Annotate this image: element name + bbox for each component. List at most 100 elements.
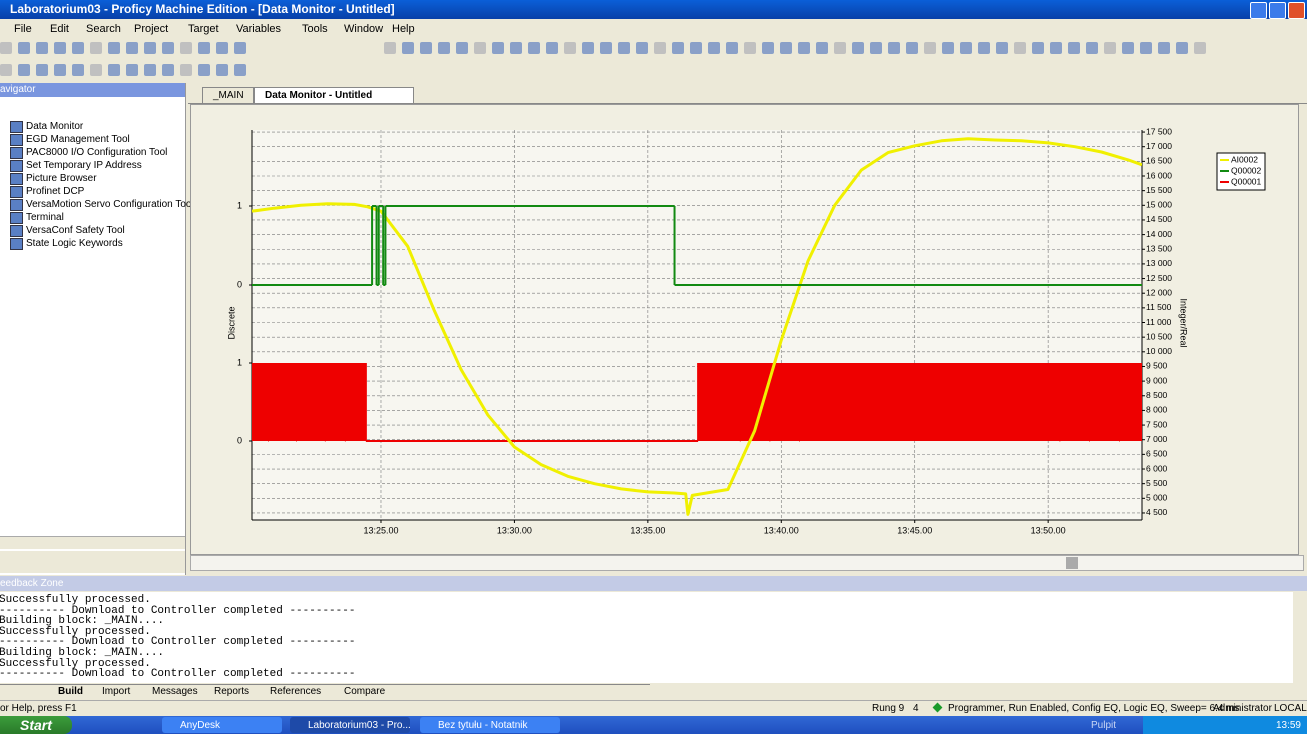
- toolbar-icon[interactable]: [870, 42, 882, 54]
- toolbar-icon[interactable]: [546, 42, 558, 54]
- toolbar-icon[interactable]: [1086, 42, 1098, 54]
- h-scrollbar[interactable]: [190, 555, 1304, 571]
- nav-item[interactable]: Profinet DCP: [26, 186, 85, 197]
- close[interactable]: [1288, 2, 1305, 19]
- nav-item[interactable]: Terminal: [26, 212, 64, 223]
- toolbar-icon[interactable]: [636, 42, 648, 54]
- menu-item[interactable]: Variables: [236, 23, 282, 35]
- toolbar-icon[interactable]: [474, 42, 486, 54]
- toolbar-icon[interactable]: [888, 42, 900, 54]
- task-button[interactable]: Bez tytułu - Notatnik: [420, 717, 560, 733]
- toolbar-icon[interactable]: [834, 42, 846, 54]
- nav-item[interactable]: VersaMotion Servo Configuration Tool: [26, 199, 194, 210]
- toolbar-icon[interactable]: [162, 42, 174, 54]
- toolbar-icon[interactable]: [1014, 42, 1026, 54]
- toolbar-icon[interactable]: [54, 42, 66, 54]
- toolbar-icon[interactable]: [1140, 42, 1152, 54]
- toolbar-icon[interactable]: [72, 64, 84, 76]
- toolbar-icon[interactable]: [1032, 42, 1044, 54]
- output-tab[interactable]: Import: [102, 686, 131, 697]
- toolbar-icon[interactable]: [18, 42, 30, 54]
- nav-item[interactable]: Set Temporary IP Address: [26, 160, 142, 171]
- start-button[interactable]: Start: [0, 716, 72, 734]
- toolbar-icon[interactable]: [708, 42, 720, 54]
- toolbar-icon[interactable]: [126, 42, 138, 54]
- menu-item[interactable]: Tools: [302, 23, 328, 35]
- toolbar-icon[interactable]: [780, 42, 792, 54]
- menu-item[interactable]: Search: [86, 23, 121, 35]
- toolbar-icon[interactable]: [960, 42, 972, 54]
- toolbar-icon[interactable]: [906, 42, 918, 54]
- toolbar-icon[interactable]: [726, 42, 738, 54]
- output-tab[interactable]: Reports: [214, 686, 250, 697]
- nav-item[interactable]: State Logic Keywords: [26, 238, 123, 249]
- toolbar-icon[interactable]: [198, 64, 210, 76]
- maximize[interactable]: [1269, 2, 1286, 19]
- nav-item[interactable]: VersaConf Safety Tool: [26, 225, 125, 236]
- output-tab[interactable]: References: [270, 686, 322, 697]
- toolbar-icon[interactable]: [420, 42, 432, 54]
- nav-icon[interactable]: [10, 147, 23, 159]
- toolbar-icon[interactable]: [180, 64, 192, 76]
- toolbar-icon[interactable]: [234, 64, 246, 76]
- tab[interactable]: _MAIN: [202, 87, 254, 103]
- scroll-thumb[interactable]: [1066, 557, 1078, 569]
- toolbar-icon[interactable]: [90, 42, 102, 54]
- toolbar-icon[interactable]: [198, 42, 210, 54]
- toolbar-icon[interactable]: [852, 42, 864, 54]
- toolbar-icon[interactable]: [1176, 42, 1188, 54]
- toolbar-icon[interactable]: [234, 42, 246, 54]
- toolbar-icon[interactable]: [924, 42, 936, 54]
- toolbar-icon[interactable]: [126, 64, 138, 76]
- toolbar-icon[interactable]: [762, 42, 774, 54]
- toolbar-icon[interactable]: [1122, 42, 1134, 54]
- toolbar-icon[interactable]: [996, 42, 1008, 54]
- toolbar-icon[interactable]: [108, 64, 120, 76]
- nav-item[interactable]: PAC8000 I/O Configuration Tool: [26, 147, 168, 158]
- toolbar-icon[interactable]: [36, 64, 48, 76]
- nav-item[interactable]: Data Monitor: [26, 121, 84, 132]
- menu-item[interactable]: Edit: [50, 23, 69, 35]
- nav-icon[interactable]: [10, 160, 23, 172]
- nav-item[interactable]: EGD Management Tool: [26, 134, 130, 145]
- nav-item[interactable]: Picture Browser: [26, 173, 97, 184]
- toolbar-icon[interactable]: [798, 42, 810, 54]
- toolbar-icon[interactable]: [744, 42, 756, 54]
- toolbar-icon[interactable]: [1194, 42, 1206, 54]
- menu-item[interactable]: File: [14, 23, 32, 35]
- toolbar-icon[interactable]: [942, 42, 954, 54]
- toolbar-icon[interactable]: [618, 42, 630, 54]
- output-tab[interactable]: Build: [58, 686, 83, 697]
- toolbar-icon[interactable]: [1050, 42, 1062, 54]
- toolbar-icon[interactable]: [0, 42, 12, 54]
- toolbar-icon[interactable]: [72, 42, 84, 54]
- task-button[interactable]: Laboratorium03 - Pro...: [290, 717, 411, 733]
- nav-icon[interactable]: [10, 121, 23, 133]
- nav-icon[interactable]: [10, 173, 23, 185]
- toolbar-icon[interactable]: [816, 42, 828, 54]
- toolbar-icon[interactable]: [1104, 42, 1116, 54]
- toolbar-icon[interactable]: [108, 42, 120, 54]
- toolbar-icon[interactable]: [180, 42, 192, 54]
- menu-item[interactable]: Window: [344, 23, 384, 35]
- menu-item[interactable]: Project: [134, 23, 169, 35]
- toolbar-icon[interactable]: [402, 42, 414, 54]
- toolbar-icon[interactable]: [456, 42, 468, 54]
- toolbar-icon[interactable]: [978, 42, 990, 54]
- toolbar-icon[interactable]: [564, 42, 576, 54]
- toolbar-icon[interactable]: [438, 42, 450, 54]
- nav-icon[interactable]: [10, 186, 23, 198]
- toolbar-icon[interactable]: [144, 42, 156, 54]
- toolbar-icon[interactable]: [1068, 42, 1080, 54]
- toolbar-icon[interactable]: [216, 42, 228, 54]
- toolbar-icon[interactable]: [1158, 42, 1170, 54]
- output-tab[interactable]: Compare: [344, 686, 386, 697]
- nav-icon[interactable]: [10, 199, 23, 211]
- menu-item[interactable]: Target: [188, 23, 219, 35]
- toolbar-icon[interactable]: [162, 64, 174, 76]
- toolbar-icon[interactable]: [36, 42, 48, 54]
- tab[interactable]: Data Monitor - Untitled: [254, 87, 414, 103]
- toolbar-icon[interactable]: [528, 42, 540, 54]
- toolbar-icon[interactable]: [600, 42, 612, 54]
- toolbar-icon[interactable]: [0, 64, 12, 76]
